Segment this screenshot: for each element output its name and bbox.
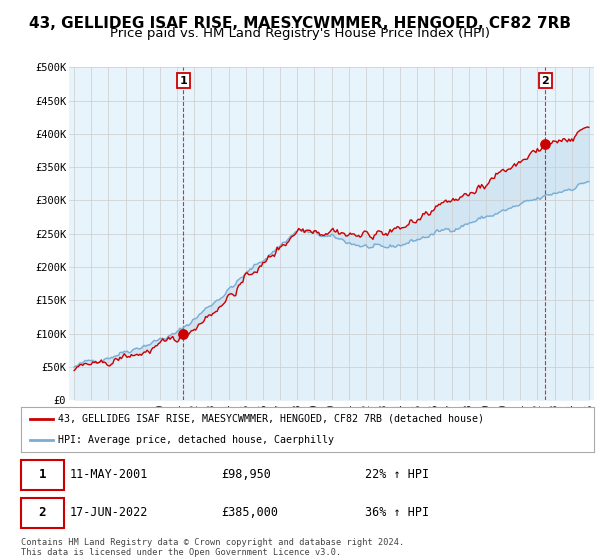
Text: 2: 2	[541, 76, 549, 86]
Text: 17-JUN-2022: 17-JUN-2022	[70, 506, 148, 519]
Point	[178, 330, 188, 339]
Text: 1: 1	[179, 76, 187, 86]
FancyBboxPatch shape	[21, 460, 64, 490]
Text: 22% ↑ HPI: 22% ↑ HPI	[365, 468, 429, 482]
Text: 43, GELLIDEG ISAF RISE, MAESYCWMMER, HENGOED, CF82 7RB (detached house): 43, GELLIDEG ISAF RISE, MAESYCWMMER, HEN…	[58, 414, 484, 424]
Text: £385,000: £385,000	[221, 506, 278, 519]
FancyBboxPatch shape	[21, 498, 64, 528]
Text: HPI: Average price, detached house, Caerphilly: HPI: Average price, detached house, Caer…	[58, 435, 334, 445]
Text: 2: 2	[39, 506, 46, 519]
Text: 1: 1	[39, 468, 46, 482]
Text: 43, GELLIDEG ISAF RISE, MAESYCWMMER, HENGOED, CF82 7RB: 43, GELLIDEG ISAF RISE, MAESYCWMMER, HEN…	[29, 16, 571, 31]
Text: Price paid vs. HM Land Registry's House Price Index (HPI): Price paid vs. HM Land Registry's House …	[110, 27, 490, 40]
Point	[541, 139, 550, 148]
Text: 36% ↑ HPI: 36% ↑ HPI	[365, 506, 429, 519]
Text: 11-MAY-2001: 11-MAY-2001	[70, 468, 148, 482]
Text: Contains HM Land Registry data © Crown copyright and database right 2024.
This d: Contains HM Land Registry data © Crown c…	[21, 538, 404, 557]
Text: £98,950: £98,950	[221, 468, 271, 482]
